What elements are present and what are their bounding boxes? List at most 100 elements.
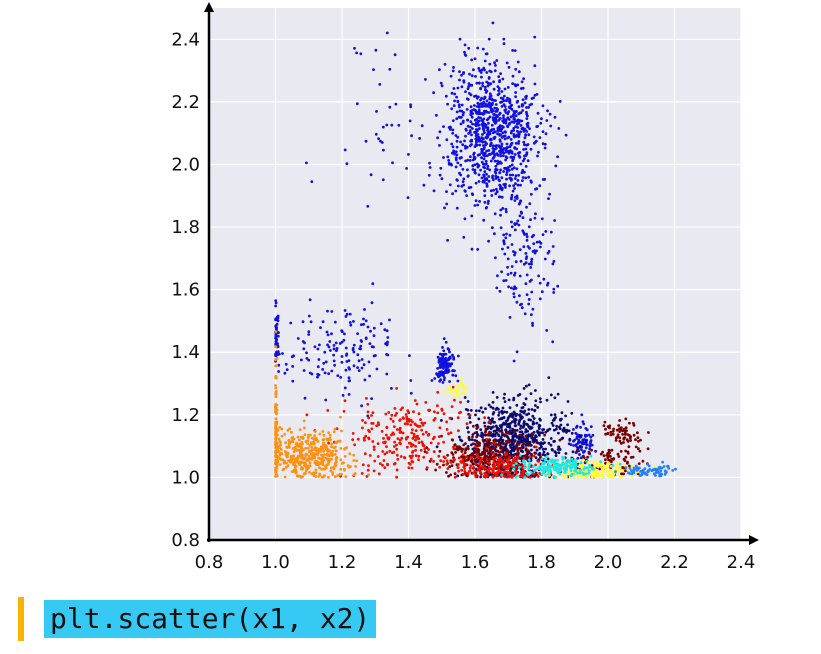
data-point (530, 278, 533, 282)
data-point (370, 345, 374, 349)
data-point (544, 132, 548, 136)
data-point (566, 471, 570, 475)
data-point (482, 162, 486, 166)
data-point (562, 466, 566, 470)
data-point (495, 190, 499, 194)
data-point (525, 293, 529, 296)
data-point (637, 439, 640, 443)
data-point (494, 146, 498, 150)
data-point (538, 397, 542, 400)
data-point (482, 153, 486, 157)
data-point (536, 154, 539, 158)
data-point (274, 446, 278, 450)
data-point (495, 396, 499, 399)
data-point (494, 110, 498, 113)
data-point (481, 451, 484, 454)
data-point (473, 170, 477, 174)
data-point (322, 474, 326, 478)
data-point (302, 369, 306, 372)
data-point (558, 438, 562, 442)
data-point (496, 115, 499, 119)
data-point (522, 454, 526, 458)
data-point (296, 448, 300, 452)
data-point (518, 274, 522, 278)
data-point (526, 159, 530, 163)
data-point (470, 214, 474, 218)
data-point (448, 387, 451, 391)
data-point (274, 345, 278, 349)
data-point (536, 124, 539, 128)
data-point (512, 117, 516, 121)
data-point (483, 200, 487, 204)
data-point (469, 464, 473, 468)
data-point (470, 456, 474, 460)
data-point (274, 436, 278, 440)
data-point (517, 70, 521, 74)
data-point (381, 125, 385, 129)
data-point (388, 67, 392, 71)
data-point (445, 190, 448, 194)
data-point (603, 420, 607, 424)
data-point (589, 435, 593, 439)
data-point (569, 469, 573, 472)
data-point (503, 108, 507, 112)
data-point (491, 226, 494, 230)
data-point (525, 130, 529, 133)
data-point (471, 127, 474, 130)
data-point (501, 442, 505, 446)
data-point (293, 445, 297, 449)
data-point (502, 94, 506, 98)
data-point (442, 378, 446, 382)
data-point (316, 365, 320, 369)
data-point (497, 413, 500, 417)
data-point (484, 429, 488, 433)
data-point (330, 445, 333, 449)
data-point (393, 425, 396, 428)
data-point (511, 74, 515, 78)
data-point (490, 194, 494, 197)
data-point (456, 474, 460, 478)
data-point (453, 92, 457, 96)
data-point (327, 441, 330, 445)
data-point (609, 433, 613, 437)
data-point (578, 465, 582, 468)
data-point (417, 454, 421, 458)
data-point (528, 426, 531, 430)
data-point (291, 379, 295, 383)
data-point (291, 440, 295, 444)
data-point (459, 163, 463, 167)
data-point (481, 125, 485, 128)
data-point (295, 470, 298, 474)
data-point (475, 435, 478, 439)
data-point (450, 405, 454, 408)
data-point (376, 455, 380, 458)
data-point (510, 265, 514, 268)
data-point (361, 463, 365, 467)
data-point (274, 390, 278, 393)
data-point (607, 448, 611, 452)
data-point (385, 425, 389, 429)
data-point (502, 240, 506, 244)
data-point (277, 370, 280, 373)
data-point (511, 159, 514, 163)
data-point (556, 465, 560, 469)
data-point (468, 130, 472, 134)
data-point (529, 179, 533, 183)
data-point (604, 432, 607, 436)
data-point (546, 452, 550, 456)
data-point (480, 465, 483, 469)
data-point (516, 126, 520, 129)
data-point (275, 474, 278, 478)
data-point (554, 416, 557, 419)
data-point (274, 376, 278, 380)
data-point (274, 384, 277, 387)
data-point (447, 162, 451, 166)
data-point (509, 413, 512, 416)
data-point (538, 136, 542, 140)
data-point (565, 464, 568, 468)
data-point (630, 474, 634, 478)
data-point (451, 192, 454, 196)
data-point (532, 472, 536, 476)
data-point (405, 436, 408, 440)
data-point (489, 448, 493, 452)
